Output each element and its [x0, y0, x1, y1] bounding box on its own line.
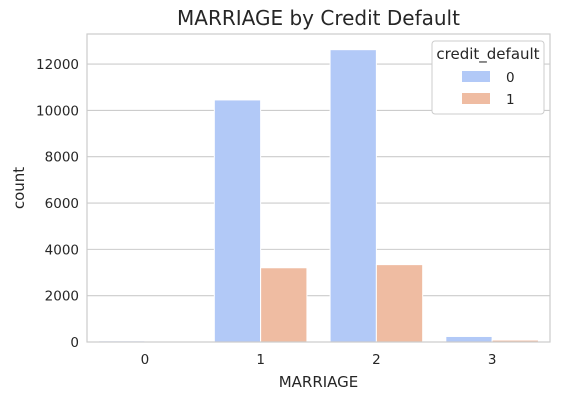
plot-frame — [86, 33, 551, 343]
chart-title: MARRIAGE by Credit Default — [177, 6, 460, 30]
x-tick-label: 3 — [488, 352, 497, 368]
x-tick-label: 2 — [372, 352, 381, 368]
legend-label-0: 0 — [506, 70, 515, 86]
bars — [98, 49, 539, 343]
bar-1-series-1 — [260, 267, 308, 343]
legend-swatch-1 — [462, 93, 490, 104]
y-axis-label: count — [10, 167, 28, 209]
x-tick-label: 0 — [141, 352, 150, 368]
legend-items: 01 — [462, 70, 515, 108]
legend: credit_default 01 — [431, 40, 545, 115]
bar-1-series-0 — [213, 99, 262, 343]
bar-2-series-0 — [329, 49, 377, 343]
x-tick-label: 1 — [256, 352, 265, 368]
y-tick-label: 4000 — [45, 242, 79, 258]
y-tick-label: 12000 — [36, 57, 79, 73]
x-axis-ticks: 0 1 2 3 — [141, 352, 497, 368]
legend-label-1: 1 — [506, 92, 515, 108]
y-axis-ticks: 0 2000 4000 6000 8000 10000 12000 — [36, 57, 79, 351]
legend-title: credit_default — [436, 45, 539, 64]
y-tick-label: 6000 — [45, 196, 79, 212]
y-tick-label: 0 — [70, 335, 79, 351]
bar-2-series-1 — [375, 264, 424, 343]
plot-border — [86, 33, 551, 343]
y-tick-label: 8000 — [45, 150, 79, 166]
legend-swatch-0 — [462, 71, 490, 82]
y-tick-label: 2000 — [45, 289, 79, 305]
y-tick-label: 10000 — [36, 103, 79, 119]
x-axis-label: MARRIAGE — [279, 373, 359, 391]
bar-3-series-0 — [445, 335, 493, 343]
